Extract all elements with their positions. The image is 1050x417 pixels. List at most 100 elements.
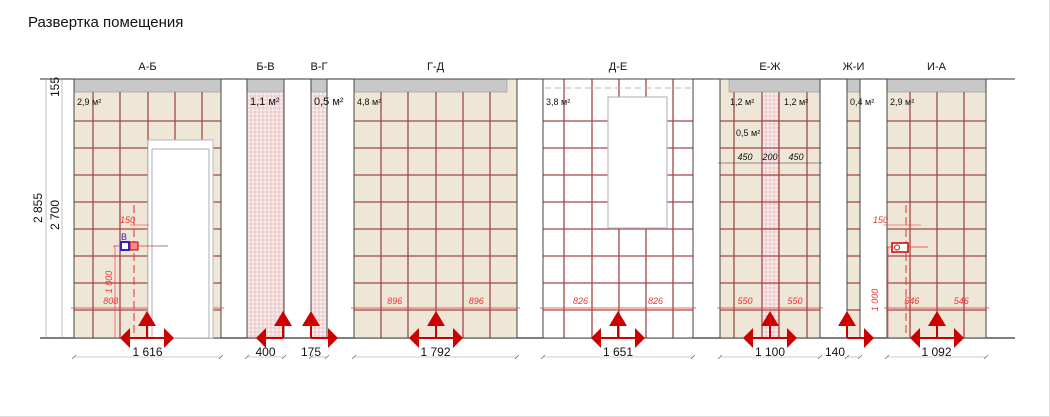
dimension-tick — [218, 354, 224, 360]
dimension-tick — [717, 354, 723, 360]
split-dimension: 450 — [788, 152, 803, 162]
socket-icon — [129, 241, 139, 251]
left-arrow-icon — [910, 328, 920, 348]
wall-label: И-А — [927, 61, 947, 73]
wall-panel-8 — [884, 78, 989, 360]
ceiling-band — [728, 78, 821, 93]
dimension-tick — [983, 354, 989, 360]
dimension-tick — [857, 354, 863, 360]
area-label-right: 1,2 м² — [784, 97, 808, 107]
socket-1 — [113, 205, 155, 338]
view-direction-marker — [838, 311, 874, 348]
width-dimension: 1 792 — [420, 345, 450, 359]
ceiling-band — [246, 78, 285, 93]
wall-panel-6 — [717, 78, 823, 360]
up-arrow-icon — [274, 311, 292, 326]
height-dimension-tiled: 2 700 — [48, 200, 62, 230]
socket-offset-dimension: 150 — [120, 215, 135, 225]
view-direction-marker — [302, 311, 338, 348]
right-arrow-icon — [328, 328, 338, 348]
window-opening — [607, 96, 668, 229]
right-arrow-icon — [864, 328, 874, 348]
ceiling-band — [353, 78, 508, 93]
area-label-left: 1,2 м² — [730, 97, 754, 107]
dimension-tick — [71, 354, 77, 360]
wall-surface — [846, 78, 861, 339]
half-dimension-left: 808 — [103, 296, 118, 306]
area-label: 2,9 м² — [77, 97, 101, 107]
right-arrow-icon — [954, 328, 964, 348]
dimension-tick — [308, 354, 314, 360]
width-dimension: 140 — [825, 345, 845, 359]
dimension-tick — [884, 354, 890, 360]
right-arrow-icon — [164, 328, 174, 348]
half-dimension-left: 896 — [387, 296, 402, 306]
socket-offset-dimension: 150 — [873, 215, 888, 225]
wall-label: А-Б — [138, 61, 156, 73]
left-arrow-icon — [120, 328, 130, 348]
split-dimension: 200 — [761, 152, 777, 162]
up-arrow-icon — [928, 311, 946, 326]
half-dimension-left: 826 — [573, 296, 588, 306]
view-direction-marker — [910, 311, 964, 348]
socket-2 — [883, 205, 928, 338]
page-title: Развертка помещения — [28, 14, 184, 31]
dimension-tick — [817, 354, 823, 360]
left-arrow-icon — [409, 328, 419, 348]
wall-label: В-Г — [311, 61, 328, 73]
height-dimension-top: 155 — [48, 77, 62, 97]
area-label: 1,1 м² — [250, 96, 280, 108]
up-arrow-icon — [838, 311, 856, 326]
half-dimension-right: 546 — [954, 296, 969, 306]
height-dimension-total: 2 855 — [31, 193, 45, 223]
width-dimension: 400 — [255, 345, 275, 359]
dimension-tick — [690, 354, 696, 360]
switch-label: В — [121, 232, 127, 242]
ceiling-band — [310, 78, 328, 93]
dimension-tick — [844, 354, 850, 360]
up-arrow-icon — [609, 311, 627, 326]
half-dimension-right: 896 — [469, 296, 484, 306]
width-dimension: 1 651 — [603, 345, 633, 359]
view-direction-marker — [120, 311, 174, 348]
wall-label: Б-В — [256, 61, 274, 73]
half-dimension-left: 550 — [737, 296, 752, 306]
ceiling-band — [886, 78, 987, 93]
wall-label: Д-Е — [609, 61, 627, 73]
width-dimension: 175 — [301, 345, 321, 359]
left-arrow-icon — [743, 328, 753, 348]
width-dimension: 1 100 — [755, 345, 785, 359]
up-arrow-icon — [427, 311, 445, 326]
ceiling-band — [73, 78, 222, 93]
width-dimension: 1 616 — [132, 345, 162, 359]
dimension-tick — [324, 354, 330, 360]
wall-panel-7 — [844, 78, 863, 360]
mosaic-strip — [247, 92, 284, 338]
right-arrow-icon — [787, 328, 797, 348]
dimension-tick — [244, 354, 250, 360]
dimension-tick — [514, 354, 520, 360]
half-dimension-left: 546 — [904, 296, 919, 306]
width-dimension: 1 092 — [921, 345, 951, 359]
wall-label: Ж-И — [843, 61, 865, 73]
socket-icon — [894, 244, 900, 251]
door-leaf — [151, 148, 210, 339]
mosaic-strip — [762, 92, 779, 338]
right-arrow-icon — [453, 328, 463, 348]
split-dimension: 450 — [737, 152, 752, 162]
wall-label: Г-Д — [427, 61, 445, 73]
ceiling-band — [846, 78, 861, 93]
half-dimension-right: 550 — [787, 296, 802, 306]
half-dimension-right: 826 — [648, 296, 663, 306]
area-label-center: 0,5 м² — [736, 128, 760, 138]
socket-height-dimension: 1 000 — [104, 271, 114, 294]
area-label: 0,5 м² — [314, 96, 344, 108]
view-direction-marker — [591, 311, 645, 348]
wall-panel-4 — [351, 78, 520, 360]
right-arrow-icon — [635, 328, 645, 348]
dimension-tick — [281, 354, 287, 360]
dimension-tick — [540, 354, 546, 360]
view-direction-marker — [743, 311, 797, 348]
area-label: 3,8 м² — [546, 97, 570, 107]
